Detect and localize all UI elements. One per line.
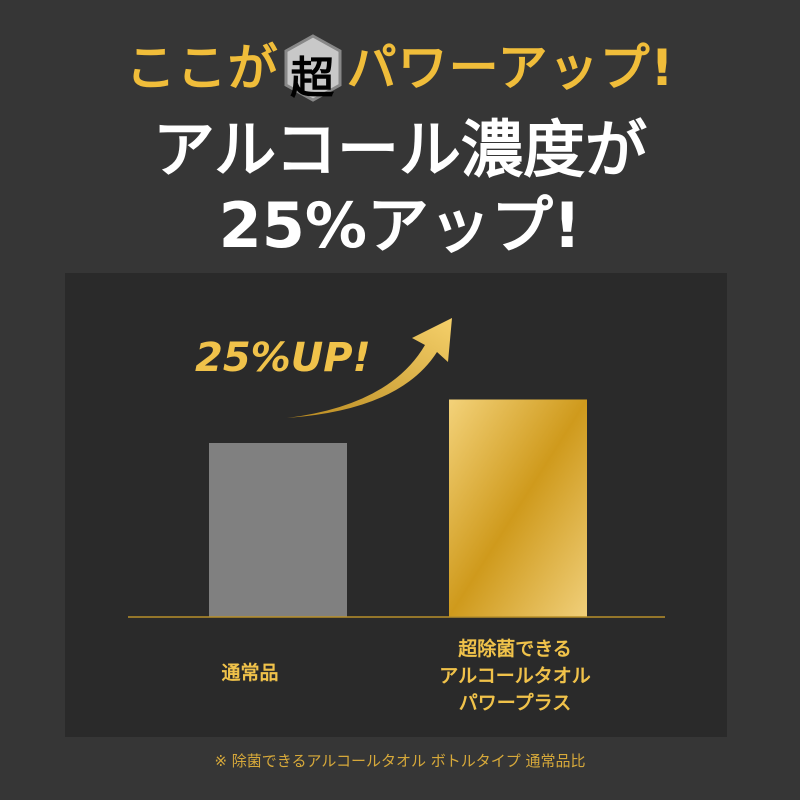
headline-pre: ここが — [125, 39, 279, 97]
bar-0 — [209, 443, 347, 617]
label-line: アルコールタオル — [439, 665, 591, 687]
headline-line3: 25%アップ! — [218, 189, 582, 262]
headline-post: パワーアップ! — [346, 39, 675, 97]
up-arrow-icon — [287, 318, 452, 418]
super-badge: 超 — [283, 33, 343, 104]
bar-1 — [449, 399, 587, 617]
headline-2: アルコール濃度が 25%アップ! — [0, 112, 800, 264]
headline-line2: アルコール濃度が — [152, 113, 648, 186]
label-line: 超除菌できる — [458, 638, 572, 660]
category-label-regular: 通常品 — [221, 662, 279, 684]
footnote: ※ 除菌できるアルコールタオル ボトルタイプ 通常品比 — [214, 752, 586, 770]
badge-text: 超 — [290, 52, 336, 104]
chart-panel — [65, 273, 727, 737]
annotation-25up: 25%UP! — [195, 335, 371, 381]
headline-1: ここが超パワーアップ! — [0, 28, 800, 106]
label-line: パワープラス — [458, 692, 572, 714]
category-label-powerplus: 超除菌できる アルコールタオル パワープラス — [410, 636, 620, 717]
